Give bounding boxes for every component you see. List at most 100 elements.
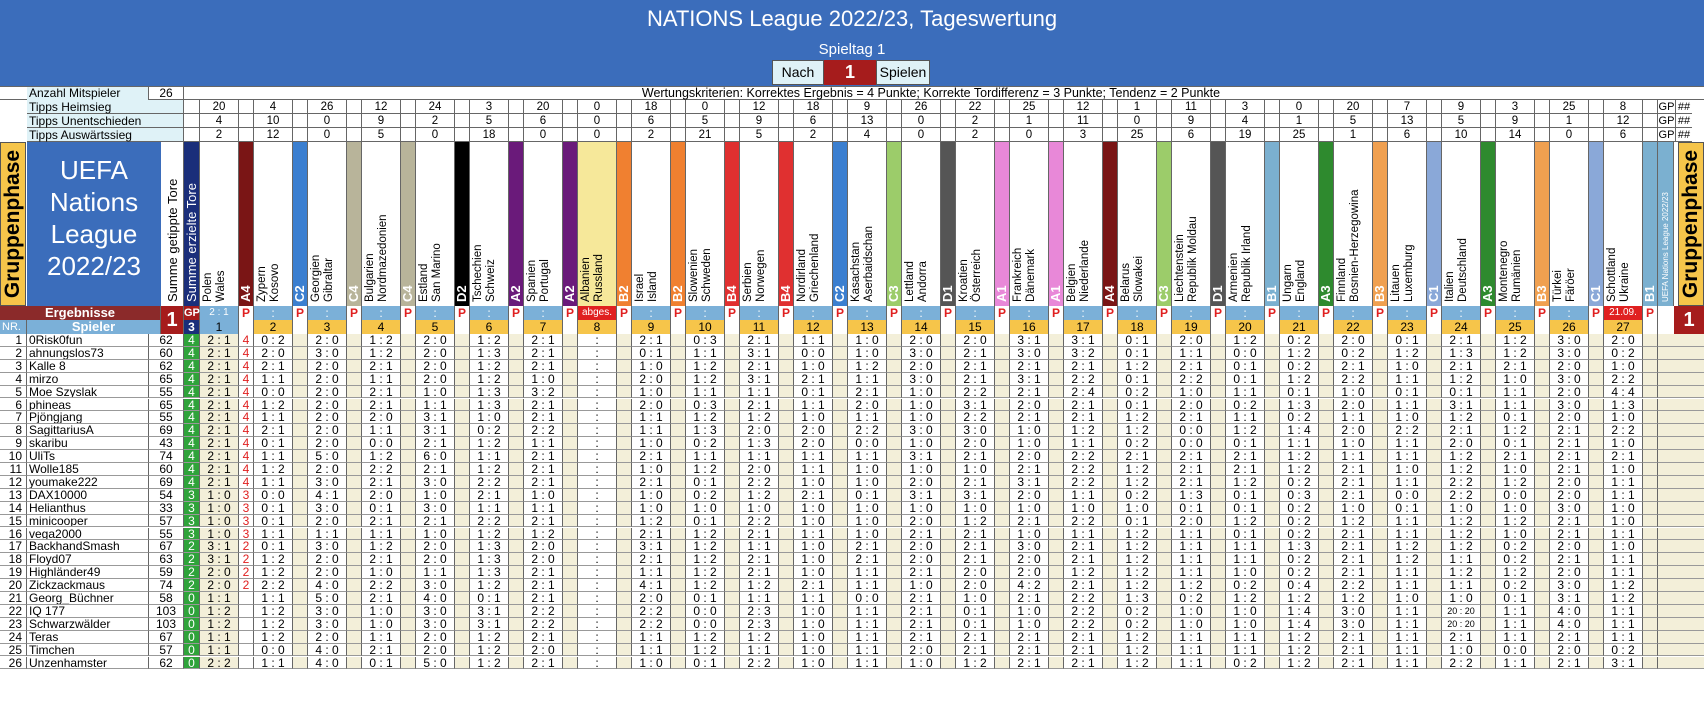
match-result[interactable]: : [1550, 306, 1589, 320]
player-tip: 0 : 0 [848, 592, 887, 605]
matchday-subtitle: Spieltag 1 [818, 41, 886, 58]
match-result[interactable]: : [1118, 306, 1157, 320]
player-tip: 1 : 1 [362, 424, 401, 438]
tip-gap [455, 488, 470, 502]
stats-value: 6 [632, 114, 671, 128]
stats-hash: ## [1676, 129, 1692, 142]
player-tip: 2 : 0 [1334, 334, 1373, 347]
stats-gap [887, 100, 902, 114]
match-result[interactable]: : [740, 306, 779, 320]
match-result[interactable]: : [902, 306, 941, 320]
match-result[interactable]: : [308, 306, 347, 320]
tip-gap [779, 385, 794, 399]
tip-gap [293, 488, 308, 502]
tip-gap [293, 592, 308, 605]
prev-button[interactable]: Nach [772, 60, 824, 85]
match-result[interactable]: : [1010, 306, 1049, 320]
tip-gap [509, 579, 524, 592]
tip-gap [995, 553, 1010, 567]
match-result[interactable]: : [362, 306, 401, 320]
tip-gap [455, 592, 470, 605]
player-number: 22 [0, 604, 27, 618]
tip-gap [1211, 450, 1226, 463]
match-result[interactable]: : [524, 306, 563, 320]
player-tip: 20 : 20 [1442, 617, 1481, 631]
match-header: Italien Deutschland [1442, 142, 1481, 306]
p-marker: P [347, 306, 362, 320]
tip-gap [1265, 643, 1280, 657]
player-tip: 1 : 0 [1604, 501, 1643, 515]
player-tip: 2 : 0 [308, 630, 347, 644]
match-number: 22 [1334, 320, 1373, 334]
match-result[interactable]: : [1442, 306, 1481, 320]
player-tip: 0 : 1 [1226, 437, 1265, 451]
match-result[interactable]: : [254, 306, 293, 320]
stats-label: Tipps Heimsieg [27, 100, 184, 114]
player-tip: 1 : 2 [1442, 463, 1481, 476]
match-result[interactable]: : [632, 306, 671, 320]
match-result[interactable]: : [416, 306, 455, 320]
tip-gap [1535, 617, 1550, 631]
tip-gap [833, 463, 848, 476]
tip-gap [1535, 450, 1550, 463]
stats-gap [1265, 128, 1280, 142]
match-result[interactable]: : [956, 306, 995, 320]
match-result[interactable]: : [470, 306, 509, 320]
stats-value: 3 [1064, 128, 1103, 142]
match-result[interactable]: abges. [578, 306, 617, 320]
player-tip: 2 : 0 [308, 359, 347, 373]
tip-gap [1265, 488, 1280, 502]
matchday-field[interactable]: 1 [824, 60, 876, 85]
match-result[interactable]: : [1334, 306, 1373, 320]
player-tip: 1 : 1 [254, 475, 293, 489]
match-result[interactable]: : [848, 306, 887, 320]
match-result[interactable]: : [1064, 306, 1103, 320]
player-tip: 0 : 1 [1388, 501, 1427, 515]
match-result[interactable]: : [1226, 306, 1265, 320]
stats-value: 5 [362, 128, 401, 142]
stats-gap [293, 128, 308, 142]
tip-gap [1373, 540, 1388, 554]
tip-gap [833, 385, 848, 399]
match-result[interactable]: : [1172, 306, 1211, 320]
player-tip: 1 : 1 [1388, 398, 1427, 412]
match-result[interactable]: 21.09. [1604, 306, 1643, 320]
play-button[interactable]: Spielen [876, 60, 930, 85]
match-result[interactable]: : [1388, 306, 1427, 320]
match-result[interactable]: 2 : 1 [200, 306, 239, 320]
stats-gap [563, 100, 578, 114]
match-result[interactable]: : [794, 306, 833, 320]
match-result[interactable]: : [1496, 306, 1535, 320]
match-header: Polen Wales [200, 142, 239, 306]
match-result[interactable]: : [1280, 306, 1319, 320]
tip-gap [1427, 656, 1442, 670]
player-sum: 54 [149, 488, 184, 502]
match-result[interactable]: : [686, 306, 725, 320]
